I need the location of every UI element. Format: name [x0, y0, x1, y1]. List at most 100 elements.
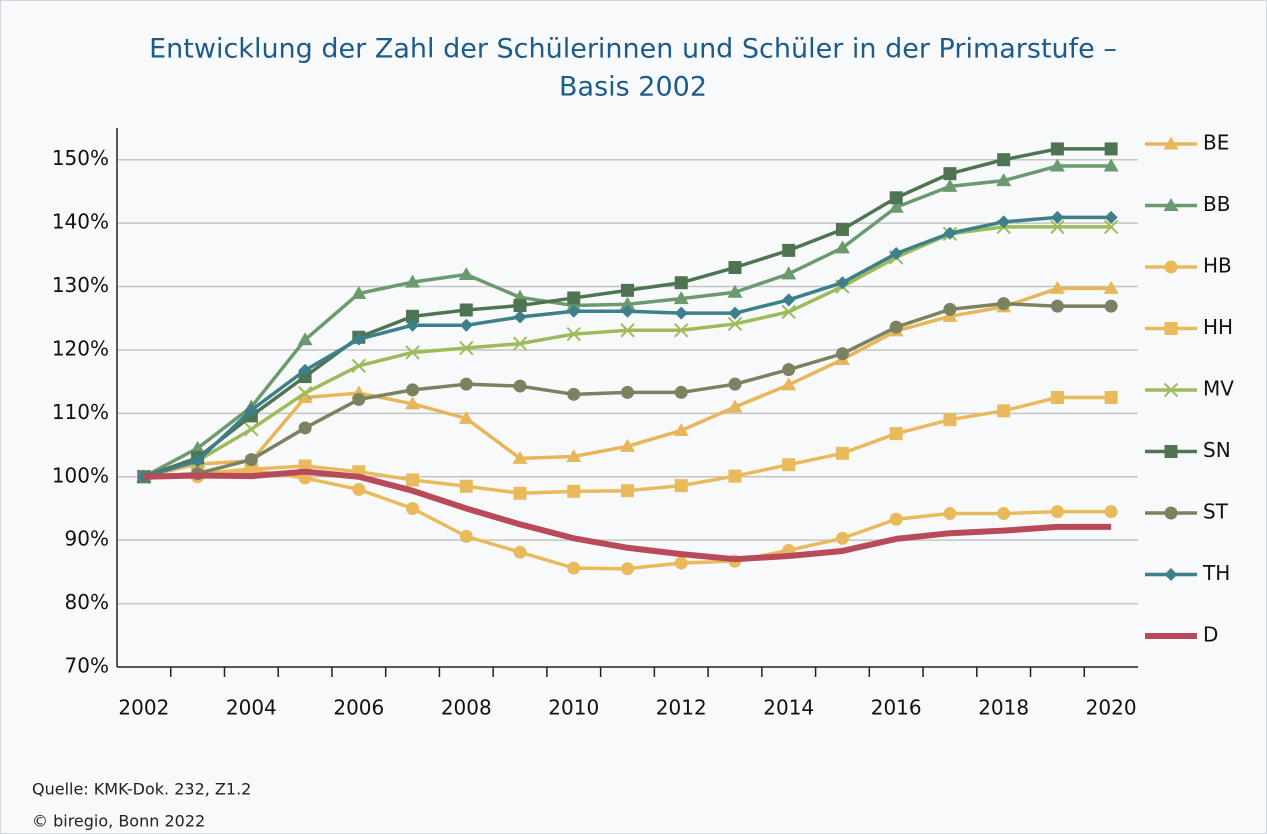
marker — [835, 347, 849, 361]
legend-marker — [1164, 260, 1178, 274]
marker — [567, 484, 581, 498]
marker — [1103, 280, 1119, 294]
chart-title: Basis 2002 — [559, 72, 707, 103]
marker — [459, 479, 473, 493]
copyright: © biregio, Bonn 2022 — [32, 812, 205, 831]
marker — [996, 173, 1012, 187]
marker — [406, 501, 420, 515]
legend-label: BE — [1203, 131, 1229, 155]
marker — [621, 385, 634, 399]
legend-label: HH — [1203, 315, 1233, 339]
legend-marker — [1164, 322, 1178, 335]
marker — [621, 484, 634, 498]
legend-label: MV — [1203, 377, 1234, 401]
marker — [567, 304, 581, 318]
marker — [512, 450, 528, 464]
marker — [782, 293, 796, 307]
marker — [620, 438, 635, 452]
marker — [566, 448, 582, 462]
marker — [835, 531, 849, 545]
marker — [943, 507, 957, 521]
legend-label: TH — [1202, 561, 1230, 585]
x-tick-label: 2012 — [656, 696, 707, 720]
marker — [835, 276, 849, 290]
source: Quelle: KMK-Dok. 232, Z1.2 — [32, 780, 251, 799]
marker — [513, 379, 527, 393]
marker — [566, 298, 582, 312]
marker — [942, 178, 958, 192]
marker — [1104, 299, 1118, 313]
marker — [458, 266, 474, 280]
x-tick-label: 2018 — [978, 696, 1029, 720]
marker — [1050, 391, 1064, 404]
x-tick-label: 2020 — [1086, 696, 1137, 720]
marker — [297, 332, 313, 346]
y-tick-label: 80% — [65, 590, 109, 614]
marker — [191, 454, 205, 468]
x-tick-label: 2014 — [763, 696, 814, 720]
marker — [835, 222, 849, 236]
marker — [512, 336, 528, 351]
marker — [674, 306, 688, 320]
marker — [728, 306, 742, 320]
marker — [459, 340, 474, 356]
marker — [1104, 505, 1118, 519]
marker — [997, 507, 1011, 521]
marker — [727, 399, 743, 413]
y-tick-label: 130% — [52, 273, 109, 297]
marker — [782, 243, 796, 257]
marker — [459, 529, 473, 543]
x-tick-label: 2016 — [871, 696, 922, 720]
marker — [513, 486, 527, 500]
marker — [728, 469, 742, 483]
marker — [889, 247, 903, 261]
marker — [782, 363, 796, 377]
legend-marker — [1163, 136, 1179, 150]
x-tick-label: 2004 — [226, 696, 277, 720]
marker — [459, 318, 473, 332]
legend-marker — [1164, 568, 1178, 581]
marker — [567, 291, 581, 305]
marker — [406, 309, 420, 323]
marker — [997, 404, 1011, 418]
marker — [406, 473, 420, 487]
marker — [297, 390, 313, 403]
marker — [834, 240, 850, 254]
marker — [781, 304, 796, 320]
marker — [621, 283, 634, 297]
legend-label: BB — [1203, 192, 1230, 216]
legend-label: HB — [1203, 254, 1232, 278]
marker — [566, 326, 581, 342]
marker — [673, 291, 689, 305]
marker — [298, 363, 312, 377]
marker — [513, 545, 527, 559]
y-tick-label: 90% — [65, 527, 109, 551]
marker — [621, 562, 634, 576]
marker — [781, 266, 797, 280]
marker — [943, 226, 957, 240]
marker — [297, 385, 313, 401]
marker — [943, 413, 957, 427]
marker — [889, 191, 903, 205]
legend-marker — [1164, 445, 1178, 458]
legend-label: SN — [1203, 438, 1231, 462]
marker — [835, 446, 849, 460]
marker — [244, 462, 258, 476]
marker — [244, 453, 258, 467]
marker — [1104, 142, 1118, 156]
marker — [1050, 505, 1064, 519]
marker — [674, 276, 688, 290]
marker — [997, 153, 1011, 167]
marker — [728, 261, 742, 275]
marker — [458, 410, 474, 424]
marker — [620, 296, 635, 310]
marker — [1050, 299, 1064, 313]
marker — [1049, 158, 1065, 172]
marker — [1104, 391, 1118, 404]
marker — [674, 556, 688, 570]
marker — [298, 421, 312, 435]
marker — [782, 458, 796, 472]
marker — [997, 215, 1011, 229]
marker — [727, 316, 743, 332]
